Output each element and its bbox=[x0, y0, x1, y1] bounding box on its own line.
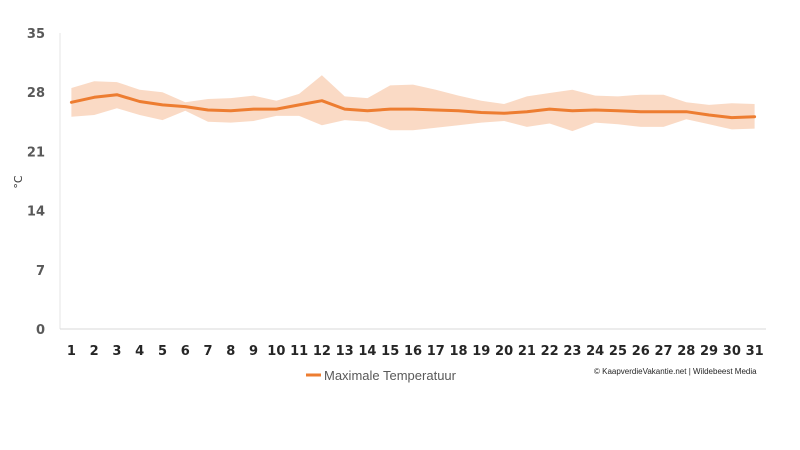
x-tick-label: 1 bbox=[67, 344, 76, 359]
x-tick-label: 23 bbox=[563, 344, 581, 359]
y-tick-label: 21 bbox=[27, 145, 45, 160]
x-tick-label: 10 bbox=[267, 344, 285, 359]
x-tick-label: 8 bbox=[226, 344, 235, 359]
x-tick-label: 27 bbox=[654, 344, 672, 359]
x-tick-label: 17 bbox=[427, 344, 445, 359]
x-tick-label: 24 bbox=[586, 344, 604, 359]
x-tick-label: 30 bbox=[723, 344, 741, 359]
x-tick-labels: 1 2 3 4 5 6 7 8 9 10 11 12 13 14 15 16 17 18 19 20 21 22 23 24 2… bbox=[67, 344, 764, 359]
series-line bbox=[69, 93, 757, 120]
x-tick-label: 3 bbox=[112, 344, 121, 359]
x-tick-label: 2 bbox=[90, 344, 99, 359]
y-tick-label: 14 bbox=[27, 205, 45, 220]
x-tick-label: 18 bbox=[450, 344, 468, 359]
legend-label: Maximale Temperatuur bbox=[324, 368, 457, 383]
x-tick-label: 5 bbox=[158, 344, 167, 359]
y-tick-label: 0 bbox=[36, 323, 45, 338]
x-tick-label: 26 bbox=[632, 344, 650, 359]
x-tick-label: 28 bbox=[677, 344, 695, 359]
x-tick-label: 6 bbox=[181, 344, 190, 359]
temperature-range-band bbox=[71, 75, 755, 132]
range-band-layer bbox=[71, 75, 755, 132]
x-tick-label: 14 bbox=[358, 344, 376, 359]
x-tick-label: 31 bbox=[746, 344, 764, 359]
y-tick-label: 28 bbox=[27, 86, 45, 101]
y-tick-labels: 0 7 14 21 28 35 bbox=[27, 27, 45, 338]
x-tick-label: 12 bbox=[313, 344, 331, 359]
series-line-layer bbox=[69, 93, 757, 120]
x-tick-label: 22 bbox=[541, 344, 559, 359]
x-tick-label: 11 bbox=[290, 344, 308, 359]
y-tick-label: 7 bbox=[36, 264, 45, 279]
x-tick-label: 7 bbox=[204, 344, 213, 359]
credit-text: © KaapverdieVakantie.net | Wildebeest Me… bbox=[594, 367, 757, 376]
x-tick-label: 25 bbox=[609, 344, 627, 359]
legend: Maximale Temperatuur bbox=[306, 368, 457, 383]
x-tick-label: 15 bbox=[381, 344, 399, 359]
x-tick-label: 21 bbox=[518, 344, 536, 359]
x-tick-label: 9 bbox=[249, 344, 258, 359]
x-tick-label: 20 bbox=[495, 344, 513, 359]
x-tick-label: 16 bbox=[404, 344, 422, 359]
x-tick-label: 29 bbox=[700, 344, 718, 359]
y-tick-label: 35 bbox=[27, 27, 45, 42]
x-tick-label: 4 bbox=[135, 344, 144, 359]
x-tick-label: 13 bbox=[336, 344, 354, 359]
y-axis-label: °C bbox=[12, 175, 25, 189]
x-tick-label: 19 bbox=[472, 344, 490, 359]
